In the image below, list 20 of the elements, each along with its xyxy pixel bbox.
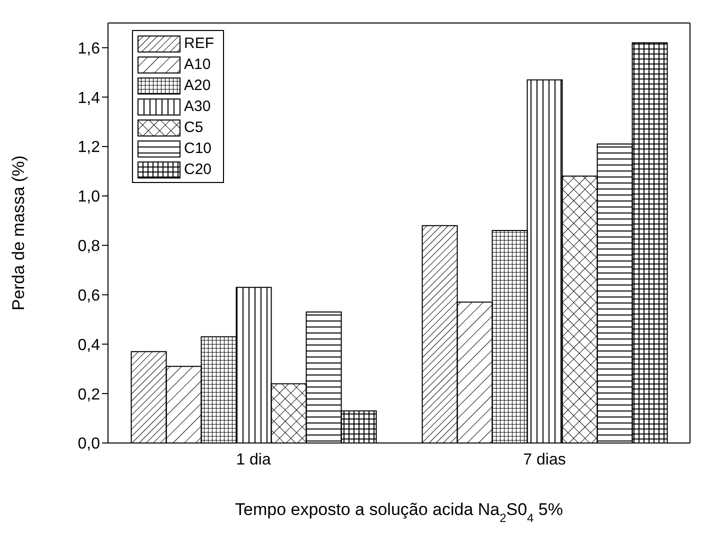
y-tick-label: 1,0 — [78, 188, 100, 206]
legend-label: A30 — [184, 98, 211, 115]
y-tick-label: 0,8 — [78, 238, 100, 256]
y-tick-label: 0,0 — [78, 436, 100, 453]
legend-label: C10 — [184, 140, 212, 157]
y-tick-label: 0,6 — [78, 287, 100, 304]
y-tick-label: 0,4 — [78, 336, 100, 354]
legend-label: A10 — [184, 56, 211, 73]
legend-label: A20 — [184, 77, 211, 94]
legend-label: REF — [184, 35, 214, 52]
x-axis-title: Tempo exposto a solução acida Na$_{2}$S0$_{4}$ 5% — [235, 500, 563, 525]
y-tick-label: 1,2 — [78, 139, 100, 156]
legend-label: C5 — [184, 119, 204, 136]
legend-label: C20 — [184, 161, 212, 178]
x-tick-label: 1 dia — [236, 451, 271, 468]
x-tick-label: 7 dias — [523, 451, 566, 468]
y-tick-label: 1,4 — [78, 90, 100, 107]
y-tick-label: 1,6 — [78, 40, 100, 58]
y-axis-title: Perda de massa (%) — [9, 156, 28, 310]
y-tick-label: 0,2 — [78, 386, 100, 404]
